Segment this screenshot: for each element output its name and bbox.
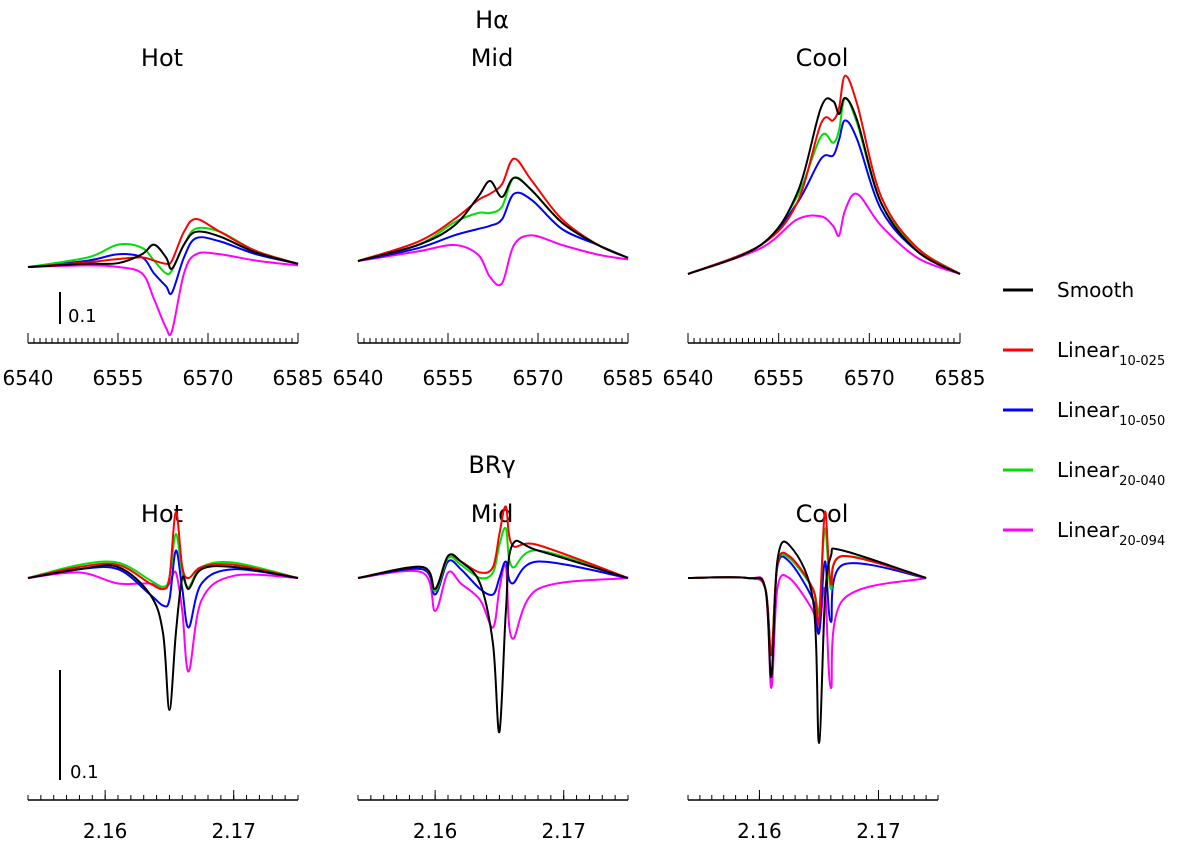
panel-br-gamma-cool: 2.16 2.17: [687, 510, 939, 843]
legend-item-linear20-040: Linear20-040: [1003, 458, 1165, 489]
legend: Smooth Linear10-025 Linear10-050 Linear20-0…: [1003, 278, 1165, 549]
panel-h-alpha-mid: 6540 6555 6570 6585: [333, 157, 654, 390]
panel-br-gamma-hot: 2.16 2.17: [27, 510, 299, 843]
series-line-smooth: [27, 230, 299, 270]
series-line-linear20-094: [27, 251, 299, 337]
legend-label-subscript: 10-025: [1119, 354, 1165, 369]
group-title-halpha: Hα: [475, 6, 509, 34]
panel-title-halpha-hot: Hot: [141, 44, 183, 72]
series-line-linear20-094: [687, 192, 961, 275]
legend-item-linear20-094: Linear20-094: [1003, 518, 1165, 549]
series-line-linear20-094: [687, 574, 927, 690]
series-line-linear20-094: [357, 564, 629, 640]
series-line-smooth: [27, 564, 299, 711]
brgamma-scale-label: 0.1: [70, 762, 99, 783]
group-title-brgamma: BRγ: [468, 451, 515, 479]
series-line-linear10-025: [27, 510, 299, 591]
x-tick-label: 6540: [333, 366, 384, 390]
series-line-linear10-050: [27, 236, 299, 296]
x-tick-label: 2.17: [211, 819, 256, 843]
x-tick-label: 6570: [513, 366, 564, 390]
series-line-linear20-040: [687, 96, 961, 275]
panels: 6540 6555 6570 6585 6540 6555 6570 6585 6540 6555…: [3, 74, 986, 843]
x-tick-label: 6555: [423, 366, 474, 390]
panel-br-gamma-mid: 2.16 2.17: [357, 505, 629, 843]
x-tick-label: 6585: [603, 366, 654, 390]
x-tick-label: 2.16: [413, 819, 458, 843]
series-line-linear20-040: [357, 526, 629, 593]
halpha-scale-label: 0.1: [68, 306, 97, 327]
series-line-linear20-094: [27, 570, 299, 673]
x-tick-label: 6585: [273, 366, 324, 390]
x-tick-label: 6540: [3, 366, 54, 390]
legend-item-smooth: Smooth: [1003, 278, 1134, 302]
series-line-linear10-025: [27, 218, 299, 268]
panel-title-brgamma-cool: Cool: [796, 500, 849, 528]
panel-title-halpha-mid: Mid: [471, 44, 514, 72]
series-line-linear10-050: [357, 559, 629, 596]
legend-label: Linear20-040: [1057, 458, 1165, 489]
x-tick-label: 6555: [753, 366, 804, 390]
legend-item-linear10-025: Linear10-025: [1003, 338, 1165, 369]
series-line-linear10-050: [687, 555, 927, 657]
legend-label: Linear20-094: [1057, 518, 1165, 549]
series-line-smooth: [687, 540, 927, 744]
x-tick-label: 6570: [844, 366, 895, 390]
panel-h-alpha-hot: 6540 6555 6570 6585: [3, 218, 324, 390]
x-tick-label: 2.17: [541, 819, 586, 843]
legend-label-subscript: 20-094: [1119, 534, 1165, 549]
x-tick-label: 2.17: [856, 819, 901, 843]
x-tick-label: 6570: [183, 366, 234, 390]
series-line-linear10-050: [357, 191, 629, 262]
legend-label: Linear10-025: [1057, 338, 1165, 369]
x-tick-label: 6585: [935, 366, 986, 390]
series-line-linear20-040: [687, 527, 927, 657]
legend-label-subscript: 10-050: [1119, 414, 1165, 429]
x-tick-label: 6540: [663, 366, 714, 390]
legend-label: Smooth: [1057, 278, 1134, 302]
series-line-linear20-040: [27, 532, 299, 588]
series-line-linear20-094: [357, 234, 629, 287]
panel-h-alpha-cool: 6540 6555 6570 6585: [663, 74, 986, 390]
legend-item-linear10-050: Linear10-050: [1003, 398, 1165, 429]
series-line-linear10-025: [687, 74, 961, 275]
x-tick-label: 6555: [93, 366, 144, 390]
legend-label-subscript: 20-040: [1119, 474, 1165, 489]
x-tick-label: 2.16: [83, 819, 128, 843]
series-line-linear10-025: [357, 157, 629, 262]
panel-title-halpha-cool: Cool: [796, 44, 849, 72]
series-line-linear10-050: [687, 119, 961, 275]
legend-label: Linear10-050: [1057, 398, 1165, 429]
series-line-smooth: [357, 539, 629, 734]
series-line-smooth: [357, 176, 629, 262]
series-line-linear10-050: [27, 549, 299, 629]
x-tick-label: 2.16: [737, 819, 782, 843]
series-line-smooth: [687, 96, 961, 275]
